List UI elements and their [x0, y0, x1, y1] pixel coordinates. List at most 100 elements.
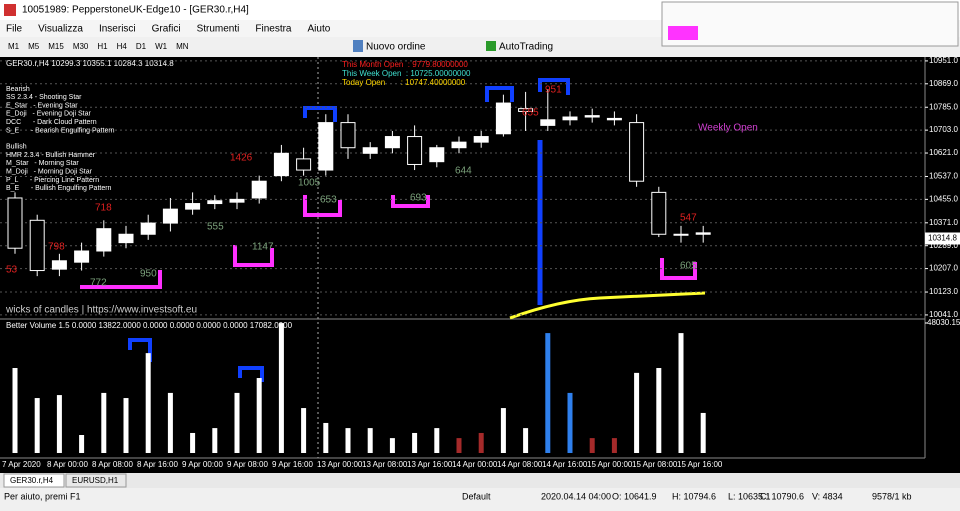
legend-line: HMR 2.3.4 - Bullish Hammer: [6, 152, 96, 159]
volume-bar: [234, 392, 240, 453]
status-text: C: 10790.6: [760, 491, 804, 501]
annotation: 950: [140, 269, 157, 280]
symbol-info: GER30.r,H4 10299.3 10355.1 10284.3 10314…: [6, 59, 174, 68]
menu-item[interactable]: Aiuto: [307, 24, 330, 35]
annotation: 718: [95, 203, 112, 214]
volume-bar: [389, 438, 395, 453]
candle-body: [562, 116, 578, 121]
volume-bar: [12, 368, 18, 453]
candle-body: [584, 115, 600, 118]
legend-line: S_E - Bearish Engulfing Pattern: [6, 127, 115, 134]
candle-body: [118, 233, 134, 244]
menu-item[interactable]: Grafici: [152, 24, 181, 35]
volume-bar: [678, 333, 684, 453]
new-order-icon: [353, 40, 363, 52]
candle-body: [207, 200, 223, 205]
x-tick-label: 14 Apr 16:00: [542, 460, 588, 469]
x-tick-label: 7 Apr 2020: [2, 460, 41, 469]
volume-bar: [412, 432, 418, 453]
menu-item[interactable]: Strumenti: [197, 24, 240, 35]
x-tick-label: 15 Apr 00:00: [587, 460, 633, 469]
volume-bar: [145, 353, 151, 453]
status-text: Per aiuto, premi F1: [4, 491, 81, 501]
candle-body: [673, 233, 689, 236]
annotation: 644: [455, 166, 472, 177]
window-title: 10051989: PepperstoneUK-Edge10 - [GER30.…: [22, 5, 249, 16]
status-bar: [0, 488, 960, 506]
x-tick-label: 15 Apr 16:00: [677, 460, 723, 469]
tab[interactable]: [3, 473, 65, 488]
volume-bar: [700, 412, 706, 453]
drawn-curve: [509, 291, 706, 320]
y-tick-label: 10289.0: [929, 241, 958, 250]
menu-item[interactable]: File: [6, 24, 23, 35]
drawn-marks: [128, 78, 570, 382]
status-text: 9578/1 kb: [872, 491, 912, 501]
timeframe-button[interactable]: M15: [48, 42, 64, 51]
timeframe-button[interactable]: MN: [176, 42, 189, 51]
timeframe-button[interactable]: H4: [117, 42, 128, 51]
timeframe-button[interactable]: W1: [155, 42, 168, 51]
status-text: Default: [462, 491, 491, 501]
drawing-palette[interactable]: [661, 1, 959, 47]
volume-bar: [656, 368, 662, 453]
status-text: O: 10641.9: [612, 491, 657, 501]
annotation: 1426: [230, 153, 253, 164]
volume-bar: [345, 428, 351, 453]
candle-body: [29, 219, 45, 272]
annotation: 1005: [298, 178, 321, 189]
annotation: 653: [320, 195, 337, 206]
candle-body: [629, 122, 645, 182]
volume-tick-label: 48030.15: [927, 318, 960, 327]
x-tick-label: 13 Apr 08:00: [362, 460, 408, 469]
x-tick-label: 14 Apr 08:00: [497, 460, 543, 469]
candle-body: [185, 203, 201, 210]
period-open: Today Open : 10747.40000000: [342, 78, 466, 87]
volume-bar: [589, 438, 595, 453]
timeframe-button[interactable]: H1: [97, 42, 108, 51]
volume-bar: [101, 392, 107, 453]
legend-line: E_Star - Evening Star: [6, 102, 78, 109]
status-text: 2020.04.14 04:00: [541, 491, 611, 501]
legend-line: P_L - Piercing Line Pattern: [6, 177, 99, 184]
candle-body: [229, 198, 245, 203]
new-order-button[interactable]: Nuovo ordine: [366, 42, 426, 53]
autotrading-icon: [486, 41, 496, 51]
timeframe-button[interactable]: M1: [8, 42, 20, 51]
volume-bar: [167, 392, 173, 453]
annotation: 655: [522, 108, 539, 119]
tab-label[interactable]: GER30.r,H4: [10, 476, 54, 485]
menu-item[interactable]: Inserisci: [99, 24, 136, 35]
tab-label[interactable]: EURUSD,H1: [72, 476, 119, 485]
tab[interactable]: [65, 473, 127, 488]
y-tick-label: 10371.0: [929, 218, 958, 227]
candle-body: [429, 147, 445, 163]
volume-bar: [434, 428, 440, 453]
candle-body: [606, 117, 622, 121]
pen-color[interactable]: [668, 26, 698, 40]
candle-body: [451, 141, 467, 149]
candle-body: [162, 208, 178, 224]
annotation: 951: [545, 85, 562, 96]
volume-bar: [545, 333, 551, 453]
x-tick-label: 14 Apr 00:00: [452, 460, 498, 469]
legend-line: B_E - Bullish Engulfing Pattern: [6, 185, 112, 192]
timeframe-button[interactable]: M5: [28, 42, 40, 51]
autotrading-button[interactable]: AutoTrading: [499, 42, 553, 53]
period-open: This Week Open : 10725.00000000: [342, 69, 471, 78]
candle-body: [74, 250, 90, 263]
x-tick-label: 8 Apr 16:00: [137, 460, 178, 469]
annotation: 53: [6, 265, 18, 276]
timeframe-button[interactable]: M30: [73, 42, 89, 51]
legend-line: M_Doji - Morning Doji Star: [6, 169, 93, 176]
y-tick-label: 10537.0: [929, 172, 958, 181]
menu-item[interactable]: Finestra: [255, 24, 292, 35]
candle-body: [251, 180, 267, 199]
volume-bar: [56, 395, 62, 453]
x-tick-label: 15 Apr 08:00: [632, 460, 678, 469]
menu-item[interactable]: Visualizza: [38, 24, 83, 35]
candle-body: [296, 158, 312, 171]
timeframe-button[interactable]: D1: [136, 42, 147, 51]
volume-bar: [456, 438, 462, 453]
